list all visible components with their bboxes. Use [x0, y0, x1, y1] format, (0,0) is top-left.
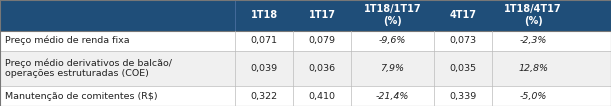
Text: 4T17: 4T17 — [449, 10, 477, 20]
Bar — [0, 31, 611, 51]
Text: 0,071: 0,071 — [251, 36, 278, 45]
Text: -21,4%: -21,4% — [376, 91, 409, 100]
Text: Preço médio derivativos de balcão/
operações estruturadas (COE): Preço médio derivativos de balcão/ opera… — [5, 58, 172, 78]
Text: 0,036: 0,036 — [309, 64, 336, 73]
Text: Preço médio de renda fixa: Preço médio de renda fixa — [5, 36, 130, 45]
Text: 12,8%: 12,8% — [518, 64, 548, 73]
Bar — [0, 86, 611, 106]
Text: -2,3%: -2,3% — [519, 36, 547, 45]
Bar — [0, 0, 611, 31]
Bar — [0, 51, 611, 86]
Text: 1T18/1T17
(%): 1T18/1T17 (%) — [364, 4, 422, 26]
Text: 0,079: 0,079 — [309, 36, 336, 45]
Text: 0,339: 0,339 — [449, 91, 477, 100]
Text: 1T18/4T17
(%): 1T18/4T17 (%) — [504, 4, 562, 26]
Text: -9,6%: -9,6% — [379, 36, 406, 45]
Text: 0,322: 0,322 — [251, 91, 278, 100]
Text: 0,410: 0,410 — [309, 91, 336, 100]
Text: 7,9%: 7,9% — [381, 64, 404, 73]
Text: 1T18: 1T18 — [251, 10, 278, 20]
Text: 0,073: 0,073 — [449, 36, 477, 45]
Text: 1T17: 1T17 — [309, 10, 336, 20]
Text: 0,035: 0,035 — [449, 64, 477, 73]
Text: 0,039: 0,039 — [251, 64, 278, 73]
Text: Manutenção de comitentes (R$): Manutenção de comitentes (R$) — [5, 91, 158, 100]
Text: -5,0%: -5,0% — [519, 91, 547, 100]
